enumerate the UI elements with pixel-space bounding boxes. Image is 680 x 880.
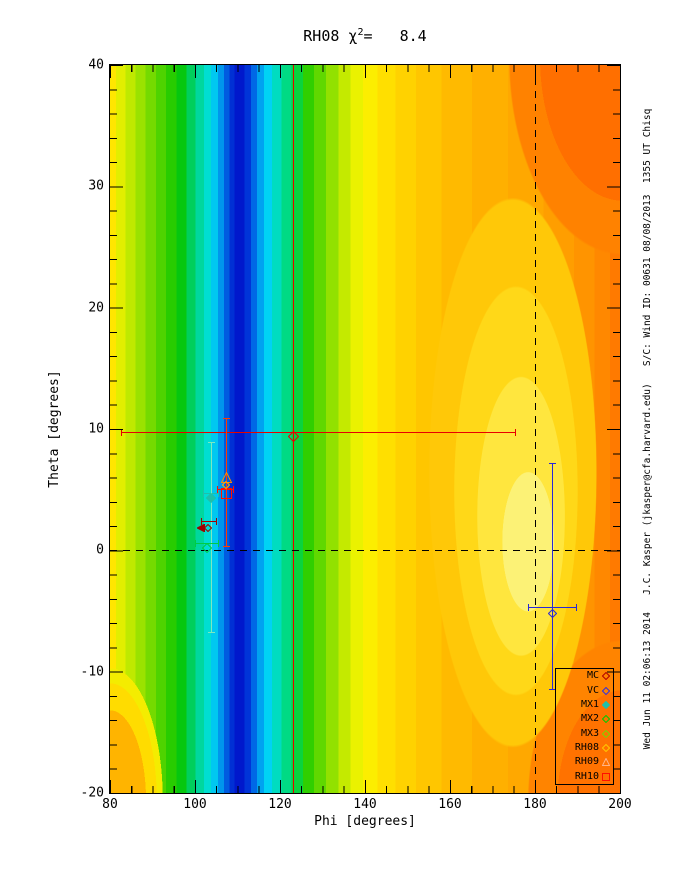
legend-row-RH08: RH08 bbox=[556, 743, 613, 753]
point-MX2 bbox=[201, 538, 213, 554]
selected-fit-xerr-cap bbox=[514, 429, 516, 437]
point-selected-fit bbox=[287, 427, 300, 443]
legend-label: RH08 bbox=[574, 742, 599, 754]
plot-title: RH08 χ2= 8.4 bbox=[110, 27, 620, 45]
legend-row-MX3: MX3 bbox=[556, 727, 613, 739]
chi-squared-exponent: 2 bbox=[357, 27, 364, 38]
legend-triangle-icon bbox=[602, 758, 610, 767]
x-axis-label: Phi [degrees] bbox=[314, 814, 416, 829]
MC-xerr-cap bbox=[216, 517, 218, 525]
y-tick-label: 20 bbox=[88, 300, 104, 316]
x-tick-label: 120 bbox=[268, 797, 292, 812]
legend-label: RH10 bbox=[574, 770, 599, 782]
MX1-yerr-cap bbox=[207, 631, 215, 633]
y-tick-label: 10 bbox=[88, 421, 104, 437]
RH10-xerr-cap bbox=[217, 486, 219, 494]
point-RH10 bbox=[221, 484, 233, 500]
legend-box: MC VC MX1 MX2 MX3 RH08 RH09 RH10 bbox=[555, 668, 614, 785]
MX2-xerr-cap bbox=[217, 539, 219, 547]
point-RH09 bbox=[220, 468, 233, 484]
y-tick-label: 0 bbox=[96, 542, 104, 558]
legend-label: MC bbox=[586, 670, 599, 682]
RH10-yerr-cap bbox=[223, 418, 231, 420]
x-tick-label: 80 bbox=[102, 797, 118, 812]
legend-diamond-icon bbox=[602, 700, 610, 709]
MX1-yerr-bar bbox=[210, 442, 212, 633]
plot-area: MC VC MX1 MX2 MX3 RH08 RH09 RH10 bbox=[109, 64, 621, 794]
VC-xerr-cap bbox=[576, 603, 578, 611]
legend-row-RH10: RH10 bbox=[556, 770, 613, 782]
point-VC bbox=[548, 603, 558, 619]
y-tick-label: 30 bbox=[88, 178, 104, 194]
VC-yerr-cap bbox=[549, 688, 557, 690]
MX1-xerr-cap bbox=[203, 489, 205, 497]
legend-row-MC: MC bbox=[556, 671, 613, 681]
y-tick-label: 40 bbox=[88, 57, 104, 73]
legend-row-RH09: RH09 bbox=[556, 757, 613, 767]
x-tick-label: 180 bbox=[523, 797, 547, 812]
legend-square-icon bbox=[602, 772, 610, 781]
selected-fit-xerr-bar bbox=[120, 432, 516, 434]
RH10-xerr-cap bbox=[233, 486, 235, 494]
y-tick-label: -20 bbox=[80, 785, 104, 801]
legend-label: MX2 bbox=[580, 713, 599, 725]
legend-row-MX2: MX2 bbox=[556, 714, 613, 724]
MC-xerr-cap bbox=[200, 517, 202, 525]
VC-xerr-cap bbox=[528, 603, 530, 611]
point-MC bbox=[203, 517, 213, 533]
legend-diamond-icon bbox=[602, 744, 610, 753]
RH10-yerr-bar bbox=[226, 418, 228, 547]
MX2-xerr-cap bbox=[195, 539, 196, 547]
annotation-sidebar-text: Wed Jun 11 02:06:13 2014 J.C. Kasper (jk… bbox=[642, 108, 653, 750]
legend-diamond-icon bbox=[602, 729, 610, 738]
ref-line-phi-180 bbox=[534, 65, 536, 793]
legend-row-VC: VC bbox=[556, 684, 613, 696]
legend-label: MX1 bbox=[580, 698, 599, 710]
legend-row-MX1: MX1 bbox=[556, 698, 613, 710]
legend-label: MX3 bbox=[580, 727, 599, 739]
VC-yerr-cap bbox=[549, 462, 557, 464]
ref-line-phi-fit bbox=[293, 65, 295, 793]
plot-overlay bbox=[110, 65, 620, 793]
y-tick-label: -10 bbox=[80, 664, 104, 680]
RH10-yerr-cap bbox=[223, 545, 231, 547]
point-MC-offscale bbox=[196, 517, 206, 534]
plot-title-text: RH08 χ bbox=[303, 27, 358, 45]
point-MX1 bbox=[205, 488, 217, 504]
x-tick-label: 160 bbox=[438, 797, 462, 812]
MC-xerr-bar bbox=[200, 520, 218, 522]
legend-diamond-icon bbox=[602, 715, 610, 724]
RH10-xerr-bar bbox=[217, 489, 235, 491]
legend-label: RH09 bbox=[574, 756, 599, 768]
x-tick-label: 200 bbox=[608, 797, 632, 812]
x-tick-label: 100 bbox=[183, 797, 207, 812]
point-RH08 bbox=[222, 474, 231, 489]
x-tick-label: 140 bbox=[353, 797, 377, 812]
legend-diamond-icon bbox=[602, 672, 610, 681]
selected-fit-xerr-cap bbox=[120, 429, 122, 437]
legend-label: VC bbox=[586, 684, 599, 696]
ref-line-theta-0 bbox=[110, 549, 620, 551]
MX1-xerr-cap bbox=[217, 489, 219, 497]
legend-diamond-icon bbox=[602, 686, 610, 695]
chi-squared-value: = 8.4 bbox=[363, 27, 427, 45]
MX1-yerr-cap bbox=[207, 442, 215, 444]
VC-yerr-bar bbox=[552, 462, 554, 690]
